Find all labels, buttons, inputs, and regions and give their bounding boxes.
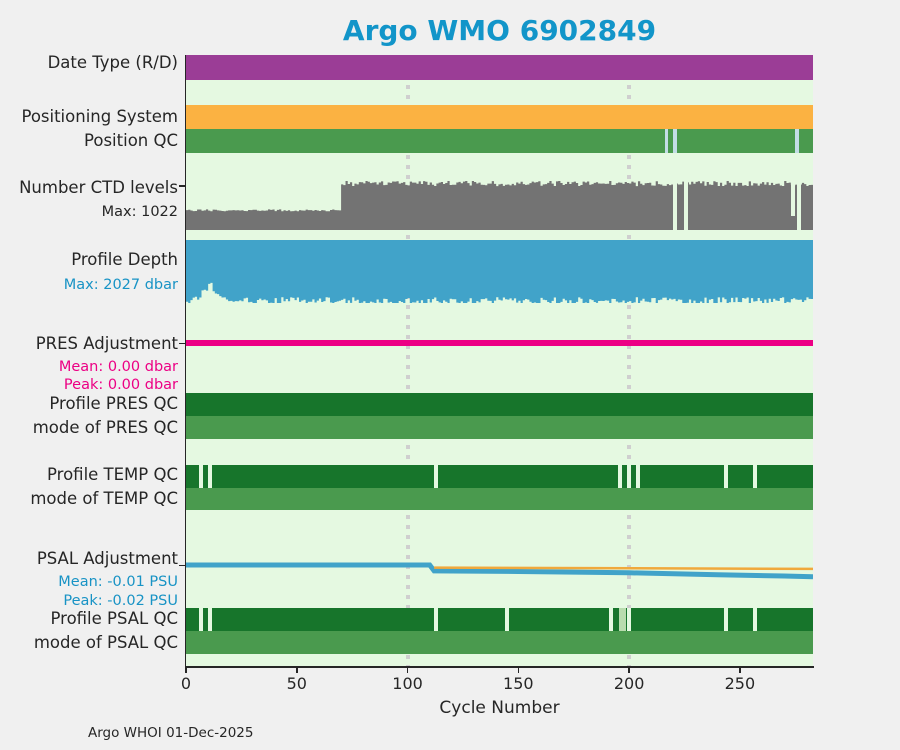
row-bar-profile-temp-qc — [186, 465, 813, 488]
row-gap-profile-psal-qc — [609, 608, 614, 631]
row-gap-profile-psal-qc — [753, 608, 758, 631]
row-gap-profile-temp-qc — [724, 465, 729, 488]
row-bar-mode-temp-qc — [186, 487, 813, 510]
row-bar-date-type — [186, 55, 813, 80]
row-label-9: Peak: 0.00 dbar — [63, 377, 178, 393]
row-bar-profile-psal-qc — [186, 608, 813, 631]
row-area-number-ctd-levels — [186, 181, 813, 230]
y-axis-line — [184, 55, 186, 668]
row-gap-number-ctd-levels — [797, 174, 802, 230]
x-tick-150 — [517, 667, 520, 673]
row-gap-profile-temp-qc — [618, 465, 623, 488]
gridline-x-200 — [627, 55, 632, 666]
row-label-6: Max: 2027 dbar — [63, 277, 178, 293]
x-tick-250 — [739, 667, 741, 673]
row-label-10: Profile PRES QC — [49, 394, 178, 413]
psal-reference-line — [434, 566, 813, 571]
gridline-x-100 — [405, 55, 410, 666]
x-tick-label-50: 50 — [286, 674, 307, 693]
row-label-2: Position QC — [84, 131, 178, 150]
row-partial-gap-number-ctd-levels — [790, 181, 795, 216]
row-line-pres-adjustment — [186, 340, 813, 346]
row-label-13: mode of TEMP QC — [30, 489, 178, 508]
row-gap-position-qc — [673, 129, 677, 153]
row-altseg-profile-psal-qc — [619, 608, 626, 631]
row-label-8: Mean: 0.00 dbar — [58, 359, 178, 375]
row-label-15: Mean: -0.01 PSU — [58, 574, 178, 590]
row-label-11: mode of PRES QC — [32, 418, 178, 437]
row-gap-profile-psal-qc — [208, 608, 213, 631]
x-tick-100 — [406, 667, 409, 673]
x-axis-label: Cycle Number — [439, 698, 560, 718]
x-tick-label-0: 0 — [180, 674, 192, 693]
y-tick-2 — [179, 564, 185, 566]
row-label-18: mode of PSAL QC — [33, 633, 178, 652]
page-title: Argo WMO 6902849 — [342, 14, 657, 47]
row-bar-profile-pres-qc — [186, 393, 813, 416]
row-bar-positioning-system — [186, 105, 813, 129]
row-gap-number-ctd-levels — [684, 174, 689, 230]
row-area-profile-depth — [186, 240, 813, 303]
x-tick-label-200: 200 — [613, 674, 645, 693]
x-tick-label-100: 100 — [392, 674, 423, 693]
footer-note: Argo WHOI 01-Dec-2025 — [88, 725, 254, 741]
row-label-4: Max: 1022 — [101, 204, 178, 220]
x-tick-50 — [296, 667, 298, 673]
row-label-7: PRES Adjustment — [35, 334, 178, 353]
row-gap-profile-temp-qc — [626, 465, 631, 488]
row-gap-position-qc — [795, 129, 799, 153]
row-gap-profile-temp-qc — [434, 465, 439, 488]
row-gap-profile-psal-qc — [199, 608, 204, 631]
x-tick-0 — [185, 667, 187, 673]
y-tick-1 — [179, 342, 185, 344]
row-labels: Date Type (R/D) Positioning System Positio… — [0, 0, 182, 700]
row-gap-profile-psal-qc — [434, 608, 439, 631]
row-gap-profile-temp-qc — [753, 465, 758, 488]
row-label-1: Positioning System — [21, 107, 178, 126]
row-label-0: Date Type (R/D) — [47, 53, 178, 72]
row-bar-mode-pres-qc — [186, 416, 813, 439]
row-gap-profile-psal-qc — [626, 608, 631, 631]
row-gap-profile-psal-qc — [505, 608, 510, 631]
x-tick-label-250: 250 — [724, 674, 756, 693]
row-gap-position-qc — [664, 129, 669, 153]
row-label-16: Peak: -0.02 PSU — [63, 593, 178, 609]
row-label-12: Profile TEMP QC — [47, 465, 178, 484]
row-line-psal-adjustment — [186, 562, 813, 580]
y-tick-0 — [179, 185, 185, 187]
row-bar-position-qc — [186, 129, 813, 153]
psal-adjustment-line — [186, 562, 813, 580]
row-gap-profile-temp-qc — [199, 465, 204, 488]
x-tick-200 — [628, 667, 630, 673]
x-tick-label-150: 150 — [503, 674, 534, 693]
row-label-14: PSAL Adjustment — [36, 549, 178, 568]
row-label-5: Profile Depth — [71, 250, 178, 269]
row-gap-number-ctd-levels — [673, 174, 678, 230]
row-bar-mode-psal-qc — [186, 631, 813, 654]
x-axis-line — [184, 666, 814, 668]
row-gap-profile-temp-qc — [635, 465, 640, 488]
row-gap-profile-psal-qc — [724, 608, 729, 631]
row-label-3: Number CTD levels — [19, 178, 178, 197]
row-label-17: Profile PSAL QC — [50, 609, 178, 628]
row-gap-profile-temp-qc — [208, 465, 213, 488]
